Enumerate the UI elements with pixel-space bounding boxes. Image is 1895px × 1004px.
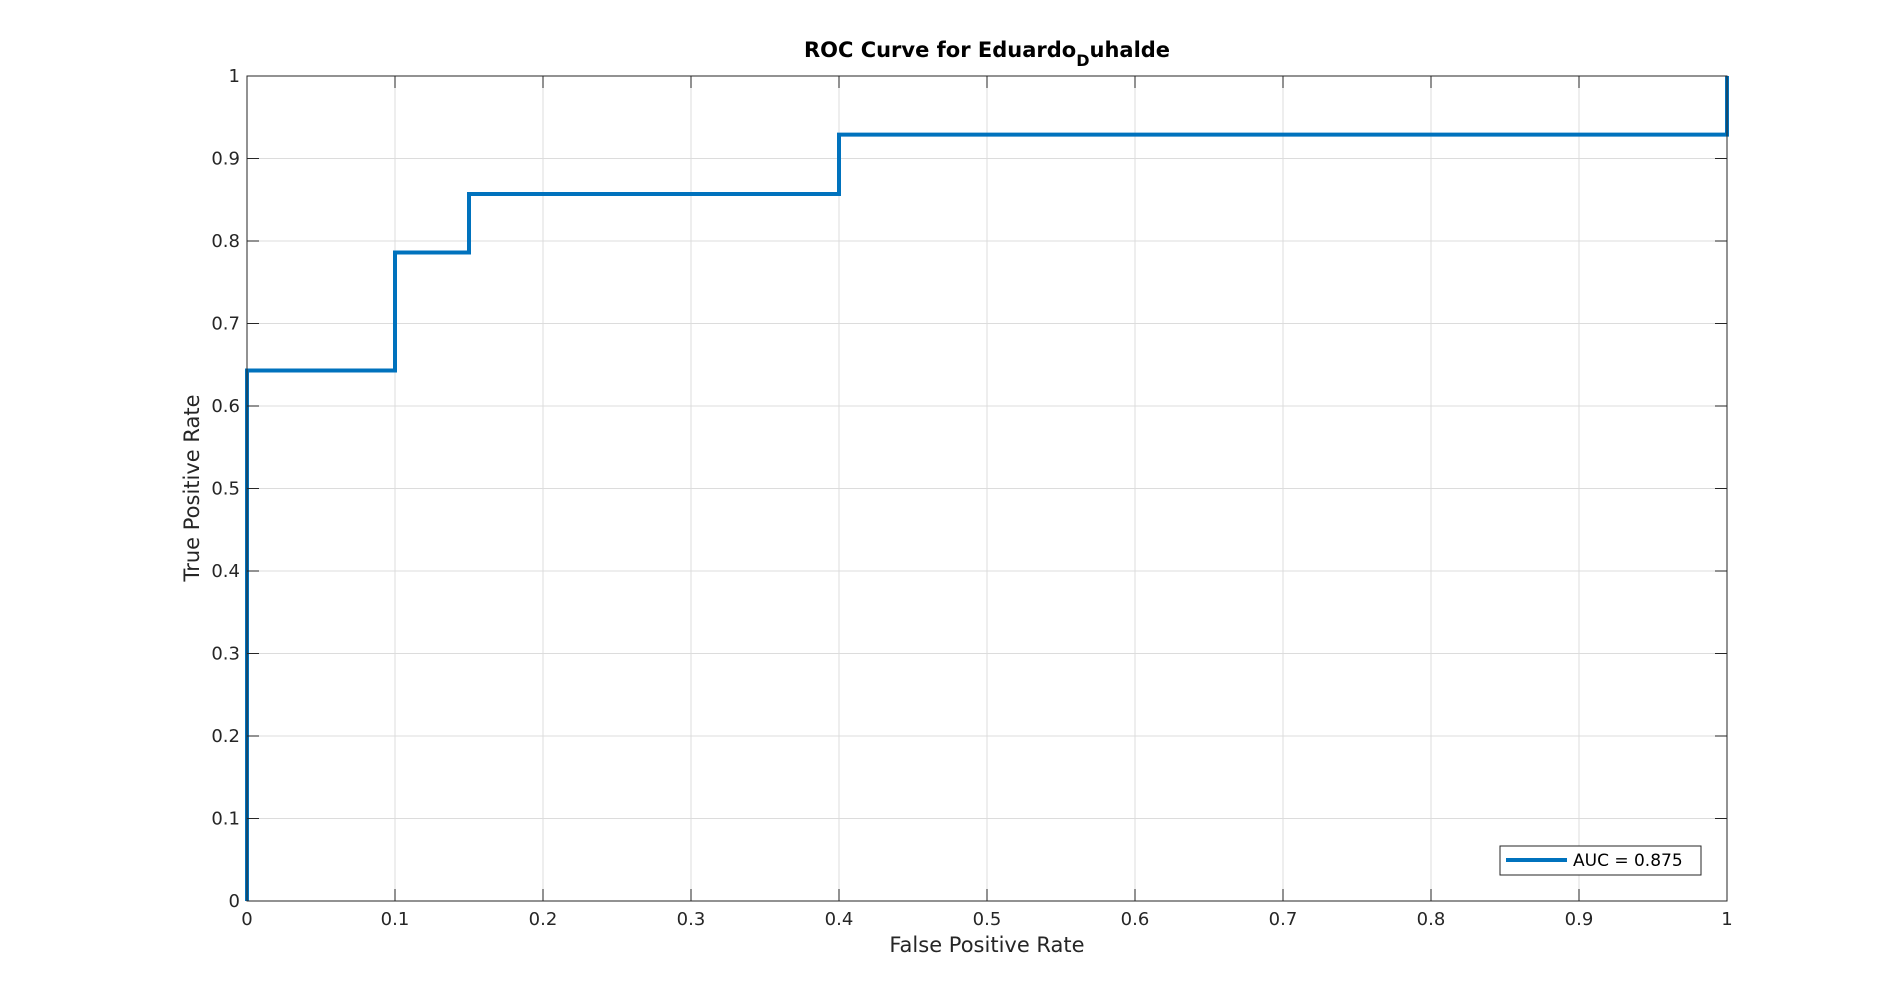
legend: AUC = 0.875 [1499,845,1702,876]
x-tick-label: 0.4 [825,909,854,930]
title-main: ROC Curve for Eduardo [804,38,1076,62]
x-tick-label: 0.1 [381,909,410,930]
x-tick-label: 1 [1721,909,1732,930]
x-tick-label: 0.2 [529,909,558,930]
x-tick-label: 0.3 [677,909,706,930]
x-tick-label: 0.6 [1121,909,1150,930]
y-tick-label: 0.2 [211,726,240,747]
y-tick-label: 0.8 [211,231,240,252]
x-tick-label: 0.9 [1565,909,1594,930]
x-tick-label: 0 [241,909,252,930]
series-layer [245,76,1729,901]
chart-title: ROC Curve for EduardoDuhalde [804,38,1170,70]
ticks [246,75,1728,902]
y-axis-label: True Positive Rate [180,394,204,582]
x-tick-labels: 0 0.1 0.2 0.3 0.4 0.5 0.6 0.7 0.8 0.9 1 [241,909,1732,930]
y-tick-label: 0.9 [211,149,240,170]
y-tick-label: 0.5 [211,479,240,500]
legend-entry-label: AUC = 0.875 [1573,851,1683,871]
y-tick-label: 0.4 [211,561,240,582]
title-rest: uhalde [1090,38,1171,62]
y-tick-label: 0 [229,891,240,912]
y-tick-label: 1 [229,66,240,87]
y-tick-label: 0.7 [211,314,240,335]
x-tick-label: 0.5 [973,909,1002,930]
y-tick-labels: 0 0.1 0.2 0.3 0.4 0.5 0.6 0.7 0.8 0.9 1 [211,66,240,912]
roc-curve-line [245,76,1729,901]
x-tick-label: 0.7 [1269,909,1298,930]
title-subscript: D [1076,51,1089,70]
x-tick-label: 0.8 [1417,909,1446,930]
x-axis-label: False Positive Rate [889,933,1084,957]
y-tick-label: 0.3 [211,644,240,665]
y-tick-label: 0.1 [211,809,240,830]
y-tick-label: 0.6 [211,396,240,417]
